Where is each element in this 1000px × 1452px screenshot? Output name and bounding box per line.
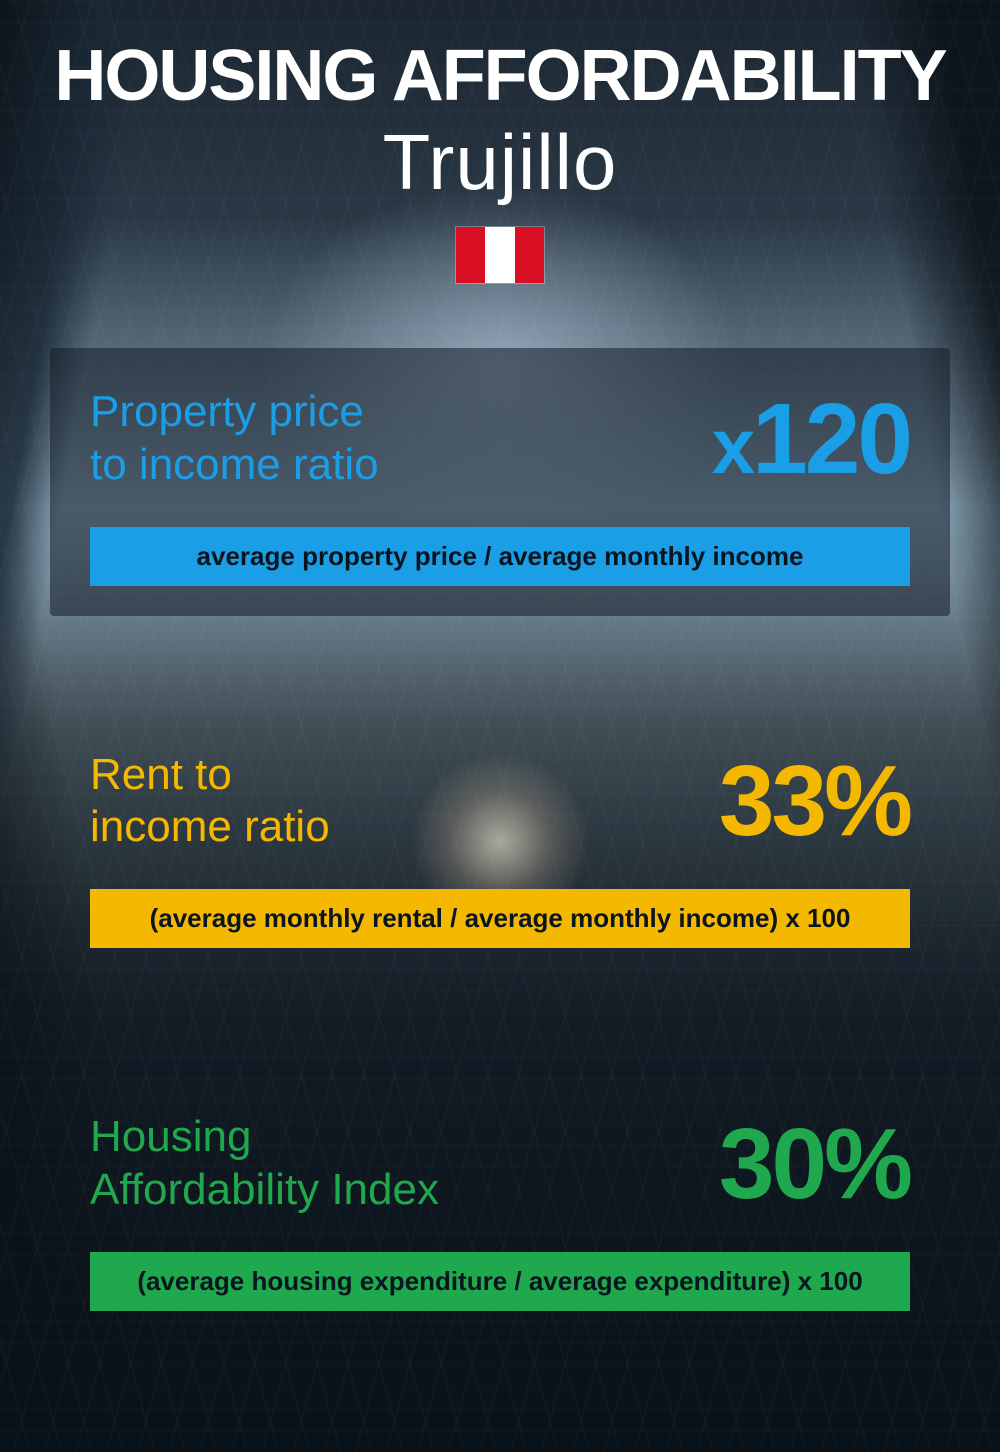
- metric-card-property-price: Property priceto income ratio x120 avera…: [50, 348, 950, 616]
- metric-label: Property priceto income ratio: [90, 386, 379, 492]
- flag-stripe-right: [515, 227, 544, 283]
- metric-row: Rent toincome ratio 33%: [90, 749, 910, 855]
- metric-value: 33%: [719, 751, 910, 851]
- header: HOUSING AFFORDABILITY Trujillo: [50, 40, 950, 288]
- peru-flag-icon: [455, 226, 545, 284]
- metric-value: x120: [712, 389, 910, 489]
- flag-stripe-left: [456, 227, 485, 283]
- metric-label: HousingAffordability Index: [90, 1111, 439, 1217]
- flag-stripe-center: [485, 227, 514, 283]
- metric-row: HousingAffordability Index 30%: [90, 1111, 910, 1217]
- metric-card-rent-ratio: Rent toincome ratio 33% (average monthly…: [50, 711, 950, 979]
- metric-card-affordability-index: HousingAffordability Index 30% (average …: [50, 1073, 950, 1341]
- city-name: Trujillo: [50, 117, 950, 208]
- main-title: HOUSING AFFORDABILITY: [50, 40, 950, 112]
- infographic-content: HOUSING AFFORDABILITY Trujillo Property …: [0, 0, 1000, 1452]
- formula-bar: average property price / average monthly…: [90, 527, 910, 586]
- metric-value: 30%: [719, 1114, 910, 1214]
- metric-row: Property priceto income ratio x120: [90, 386, 910, 492]
- metric-label: Rent toincome ratio: [90, 749, 330, 855]
- formula-bar: (average monthly rental / average monthl…: [90, 889, 910, 948]
- formula-bar: (average housing expenditure / average e…: [90, 1252, 910, 1311]
